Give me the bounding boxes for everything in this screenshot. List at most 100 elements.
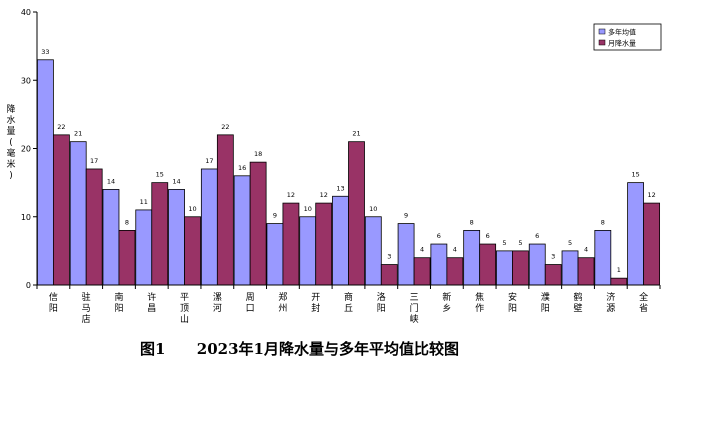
bar-mean bbox=[561, 250, 579, 286]
figure-number: 图1 bbox=[140, 340, 166, 358]
bar-monthly bbox=[610, 277, 628, 286]
data-label: 22 bbox=[221, 123, 229, 131]
category-label: 焦作 bbox=[475, 291, 484, 314]
data-label: 16 bbox=[238, 164, 246, 172]
category-label: 信阳 bbox=[49, 291, 58, 314]
y-axis-label: 降水量(毫米) bbox=[6, 103, 15, 181]
category-label: 郑州 bbox=[278, 291, 287, 314]
category-label: 开封 bbox=[311, 292, 320, 314]
data-label: 5 bbox=[568, 239, 572, 247]
bar-monthly bbox=[413, 257, 431, 286]
category-label: 鹤壁 bbox=[574, 291, 583, 314]
category-label: 三门峡 bbox=[410, 293, 419, 325]
bar-mean bbox=[430, 243, 448, 286]
bar-monthly bbox=[643, 202, 661, 286]
bar-mean bbox=[627, 182, 645, 286]
data-label: 3 bbox=[387, 253, 391, 261]
legend-label-monthly: 月降水量 bbox=[608, 39, 636, 48]
category-label: 安阳 bbox=[508, 291, 517, 314]
bar-monthly bbox=[85, 168, 103, 286]
bar-mean bbox=[397, 223, 415, 286]
category-label: 南阳 bbox=[114, 291, 123, 314]
category-label: 全省 bbox=[639, 291, 648, 314]
data-label: 8 bbox=[125, 218, 129, 226]
bar-monthly bbox=[315, 202, 333, 286]
data-label: 8 bbox=[601, 218, 605, 226]
legend-label-mean: 多年均值 bbox=[608, 28, 636, 37]
data-label: 10 bbox=[188, 205, 196, 213]
data-label: 3 bbox=[551, 253, 555, 261]
bar-monthly bbox=[577, 257, 595, 286]
legend-box bbox=[593, 23, 662, 51]
category-label: 新乡 bbox=[442, 291, 451, 314]
data-label: 6 bbox=[437, 232, 441, 240]
category-label: 平顶山 bbox=[180, 292, 189, 325]
category-label: 许昌 bbox=[147, 291, 156, 314]
data-label: 5 bbox=[518, 239, 522, 247]
data-label: 21 bbox=[74, 130, 82, 138]
data-labels-group: 3322211714811151410172216189121012132110… bbox=[41, 48, 655, 274]
data-label: 17 bbox=[205, 157, 213, 165]
bar-mean bbox=[594, 229, 612, 286]
data-label: 9 bbox=[273, 212, 277, 220]
bar-mean bbox=[233, 175, 251, 286]
data-label: 15 bbox=[631, 171, 639, 179]
category-label: 濮阳 bbox=[541, 291, 550, 314]
data-label: 13 bbox=[336, 184, 344, 192]
data-label: 11 bbox=[140, 198, 148, 206]
bar-mean bbox=[528, 243, 546, 286]
bar-mean bbox=[266, 223, 284, 286]
bar-monthly bbox=[216, 134, 234, 286]
figure-caption: 图1 2023年1月降水量与多年平均值比较图 bbox=[140, 338, 459, 359]
bar-monthly bbox=[446, 257, 464, 286]
data-label: 12 bbox=[320, 191, 328, 199]
category-label: 商丘 bbox=[344, 291, 353, 314]
data-label: 6 bbox=[486, 232, 490, 240]
bar-monthly bbox=[249, 161, 267, 286]
data-label: 10 bbox=[369, 205, 377, 213]
data-label: 22 bbox=[57, 123, 65, 131]
y-tick-label: 0 bbox=[26, 281, 31, 290]
data-label: 12 bbox=[647, 191, 655, 199]
category-label: 漯河 bbox=[213, 292, 222, 314]
bar-mean bbox=[36, 59, 54, 286]
bar-monthly bbox=[544, 264, 562, 286]
bar-monthly bbox=[380, 264, 398, 286]
data-label: 21 bbox=[352, 130, 360, 138]
data-label: 1 bbox=[617, 266, 621, 274]
category-label: 洛阳 bbox=[377, 291, 386, 314]
y-tick-label: 40 bbox=[21, 8, 31, 17]
bar-mean bbox=[102, 189, 120, 286]
category-label: 周口 bbox=[246, 292, 255, 314]
legend-swatch-monthly bbox=[598, 39, 606, 46]
bars-group bbox=[36, 59, 661, 286]
y-tick-label: 30 bbox=[21, 76, 31, 85]
bar-monthly bbox=[184, 216, 201, 286]
bar-monthly bbox=[118, 229, 136, 286]
bar-monthly bbox=[479, 243, 497, 286]
data-label: 5 bbox=[502, 239, 506, 247]
bar-mean bbox=[200, 168, 218, 286]
legend-swatch-mean bbox=[598, 28, 606, 35]
data-label: 10 bbox=[304, 205, 312, 213]
bar-monthly bbox=[151, 182, 169, 286]
bar-mean bbox=[69, 141, 87, 286]
bar-mean bbox=[135, 209, 153, 286]
y-ticks-group: 0 10 20 30 40 bbox=[21, 8, 37, 290]
bar-mean bbox=[332, 195, 349, 286]
y-tick-label: 10 bbox=[21, 213, 31, 222]
data-label: 15 bbox=[156, 171, 164, 179]
bar-monthly bbox=[512, 250, 529, 286]
legend: 多年均值 月降水量 bbox=[593, 23, 662, 51]
data-label: 14 bbox=[107, 177, 115, 185]
data-label: 33 bbox=[41, 48, 49, 56]
data-label: 17 bbox=[90, 157, 98, 165]
data-label: 4 bbox=[584, 246, 588, 254]
data-label: 12 bbox=[287, 191, 295, 199]
figure-title: 2023年1月降水量与多年平均值比较图 bbox=[196, 340, 459, 358]
category-label: 济源 bbox=[606, 291, 615, 314]
y-tick-label: 20 bbox=[21, 145, 31, 154]
data-label: 9 bbox=[404, 212, 408, 220]
